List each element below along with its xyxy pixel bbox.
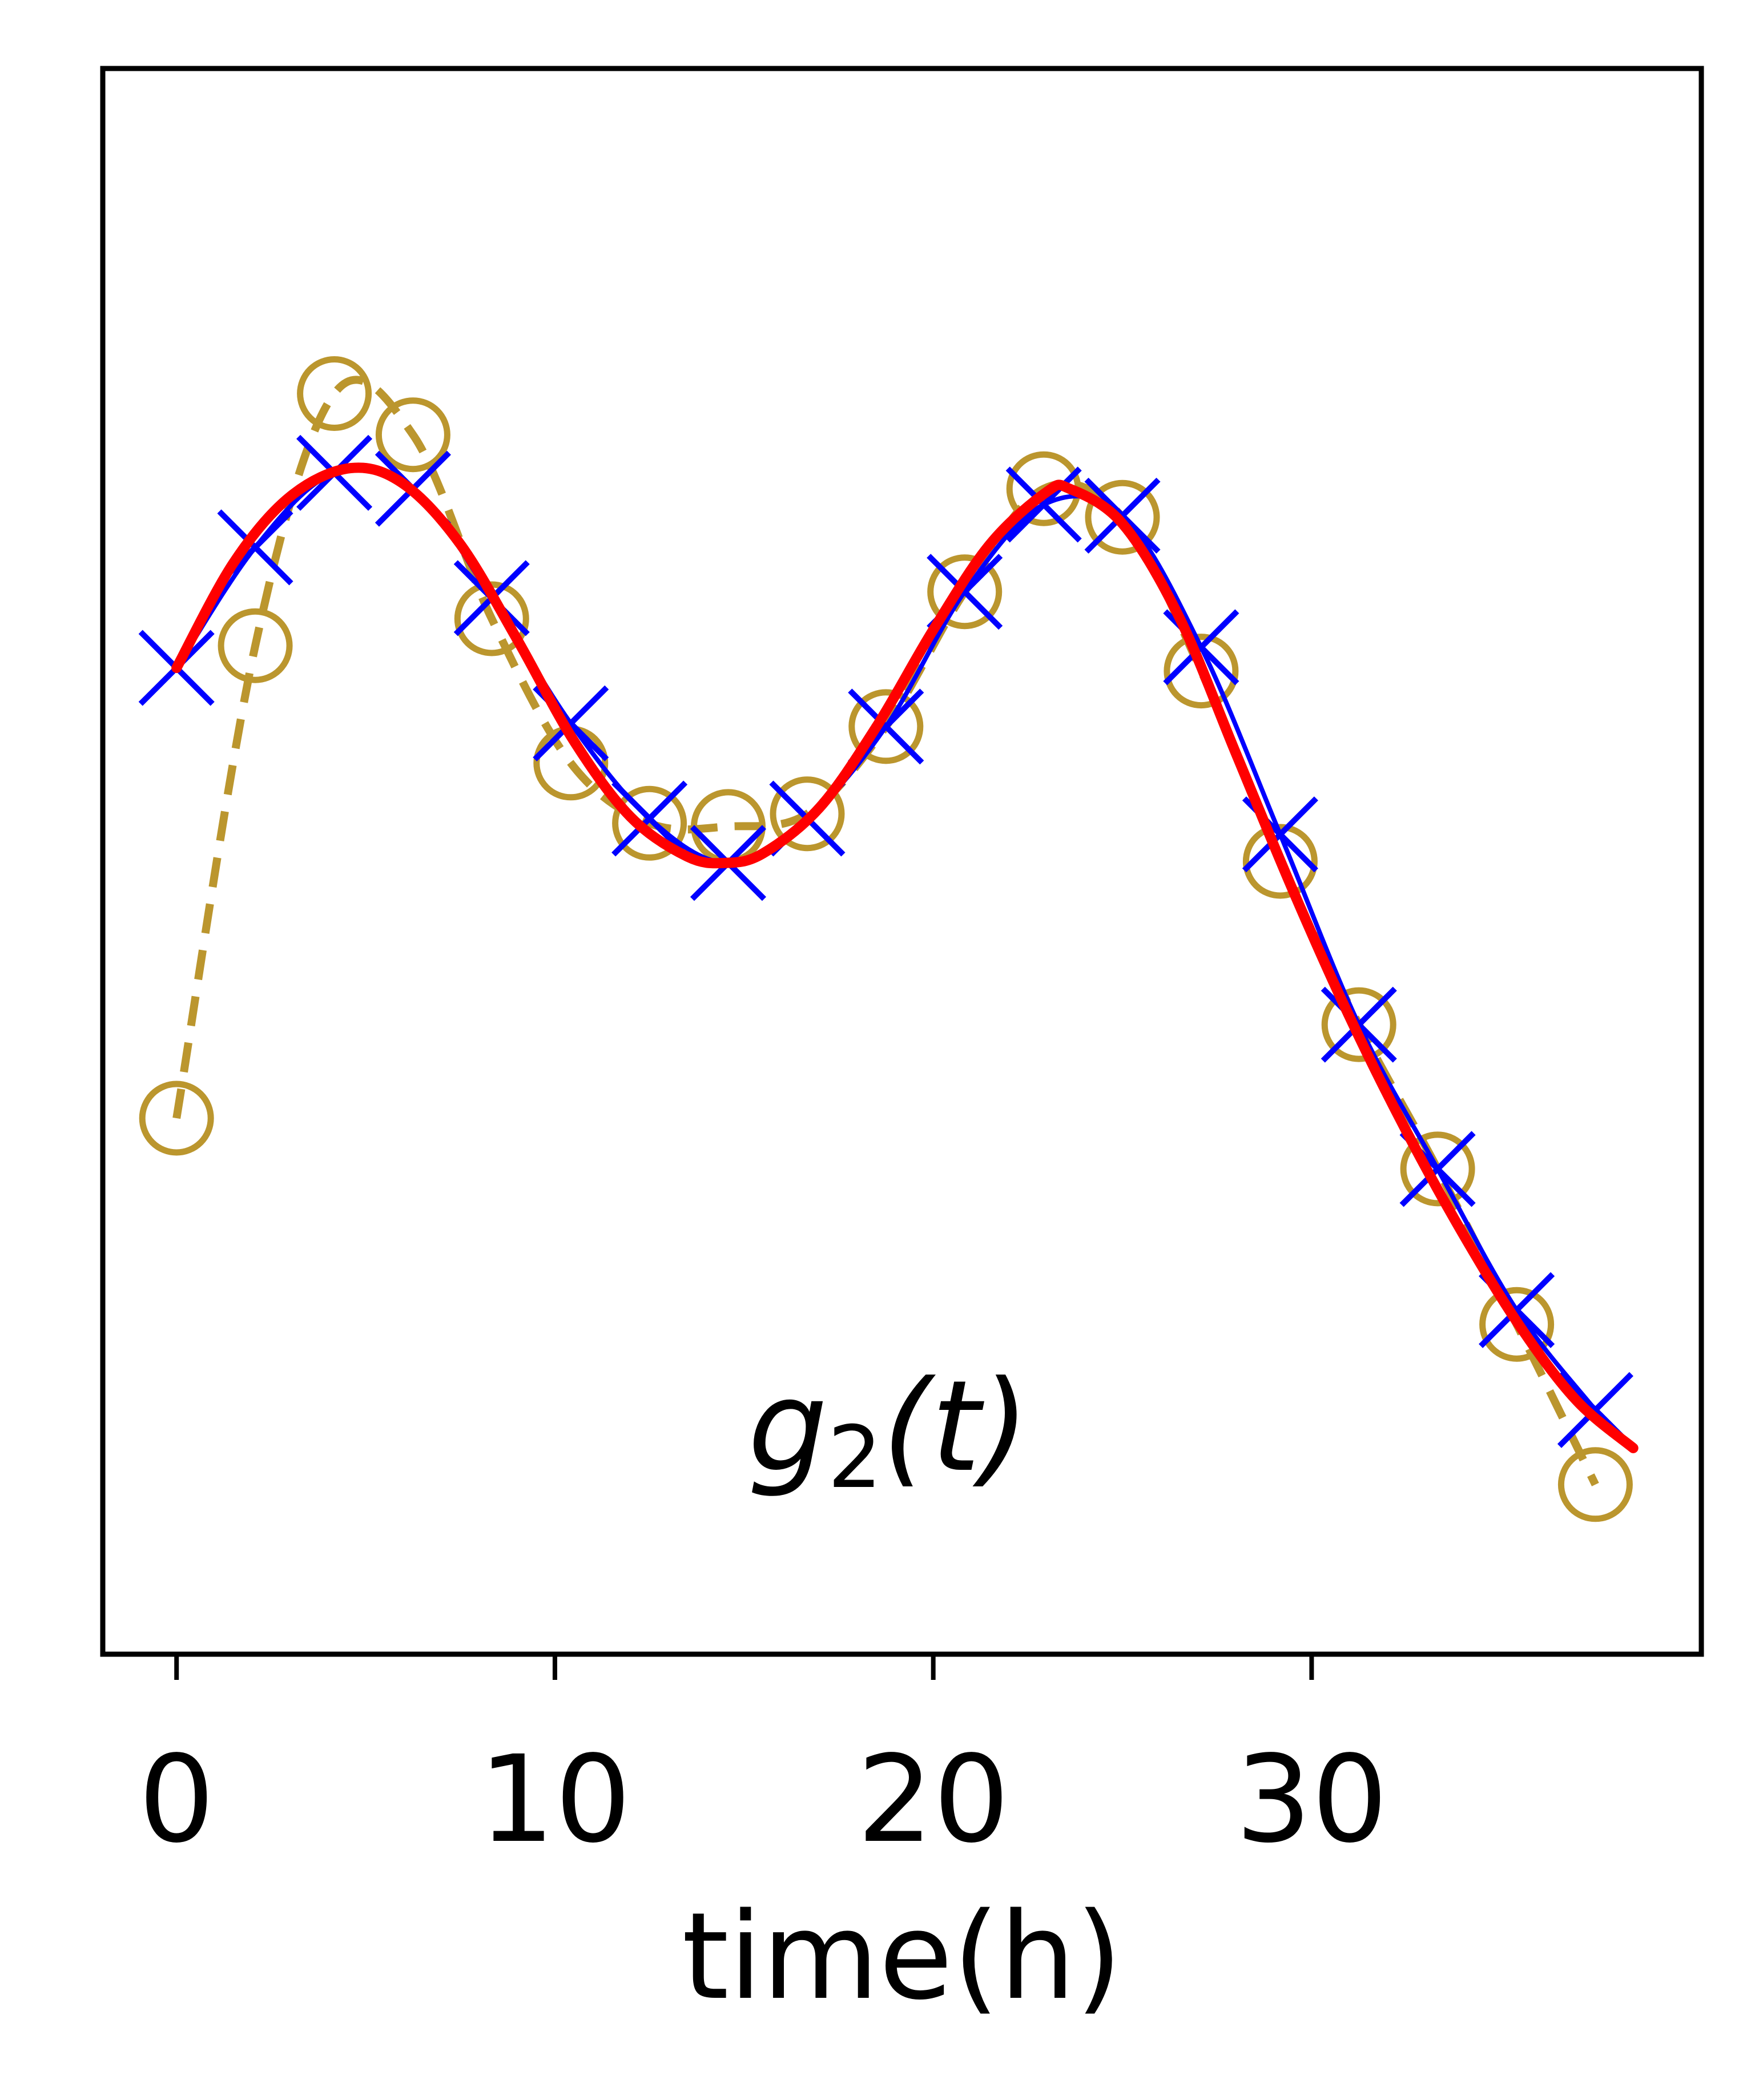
observed-point	[612, 785, 687, 861]
fitted-point	[1084, 477, 1161, 554]
x-tick-label: 20	[857, 1730, 1009, 1869]
observed-point	[1085, 479, 1160, 555]
observed-point	[297, 356, 372, 431]
fitted-point	[611, 780, 688, 857]
annotation-base: g	[748, 1353, 828, 1500]
series-layer	[138, 356, 1639, 1522]
series-annotation: g2(t)	[748, 1353, 1029, 1508]
observed-point	[139, 1081, 214, 1156]
observed-point	[1242, 824, 1318, 899]
axes-frame	[100, 66, 1704, 1657]
observed-point	[1479, 1287, 1555, 1362]
model-series-line	[171, 462, 1639, 1453]
observed-point	[375, 397, 450, 473]
plot-area	[103, 68, 1701, 1654]
observed-point	[927, 554, 1003, 630]
observed-point	[770, 776, 845, 852]
observed-point	[848, 689, 924, 764]
x-ticks: 0 10 20 30	[138, 1654, 1388, 1869]
x-tick-label: 0	[138, 1730, 215, 1869]
observed-point	[218, 608, 293, 683]
observed-point	[1557, 1447, 1633, 1522]
x-axis-label: time(h)	[682, 1887, 1122, 2026]
observed-point	[1400, 1131, 1475, 1207]
observed-point	[1164, 634, 1239, 709]
observed-point	[1321, 987, 1396, 1062]
fitted-point	[1005, 466, 1082, 543]
annotation-argument: (t)	[882, 1353, 1029, 1500]
x-tick-label: 30	[1235, 1730, 1388, 1869]
annotation-subscript: 2	[828, 1408, 882, 1508]
x-tick-label: 10	[478, 1730, 631, 1869]
